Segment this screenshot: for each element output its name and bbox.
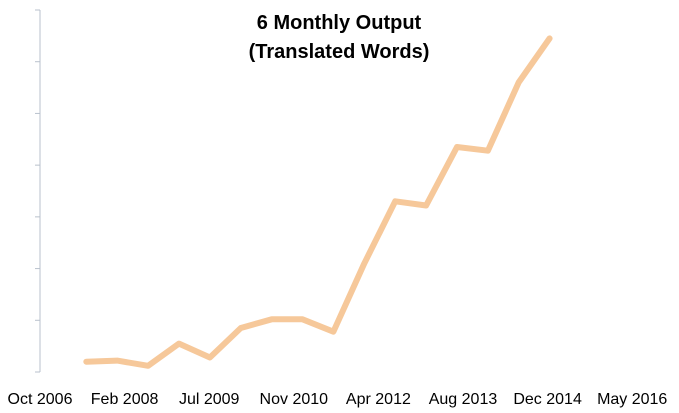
chart-title-line-1: 6 Monthly Output xyxy=(257,12,422,34)
x-tick-label: Apr 2012 xyxy=(346,391,411,408)
x-tick-label: Oct 2006 xyxy=(8,391,73,408)
x-axis-labels: Oct 2006 Feb 2008 Jul 2009 Nov 2010 Apr … xyxy=(8,391,668,408)
series-layer xyxy=(83,35,553,369)
x-tick-label: Aug 2013 xyxy=(429,391,498,408)
x-tick-label: Feb 2008 xyxy=(91,391,159,408)
x-tick-label: May 2016 xyxy=(597,391,667,408)
series-line xyxy=(83,35,553,369)
x-tick-label: Jul 2009 xyxy=(179,391,240,408)
y-axis-ticks xyxy=(35,9,40,373)
x-tick-label: Dec 2014 xyxy=(513,391,582,408)
x-tick-label: Nov 2010 xyxy=(260,391,329,408)
chart-title-line-2: (Translated Words) xyxy=(249,41,430,63)
